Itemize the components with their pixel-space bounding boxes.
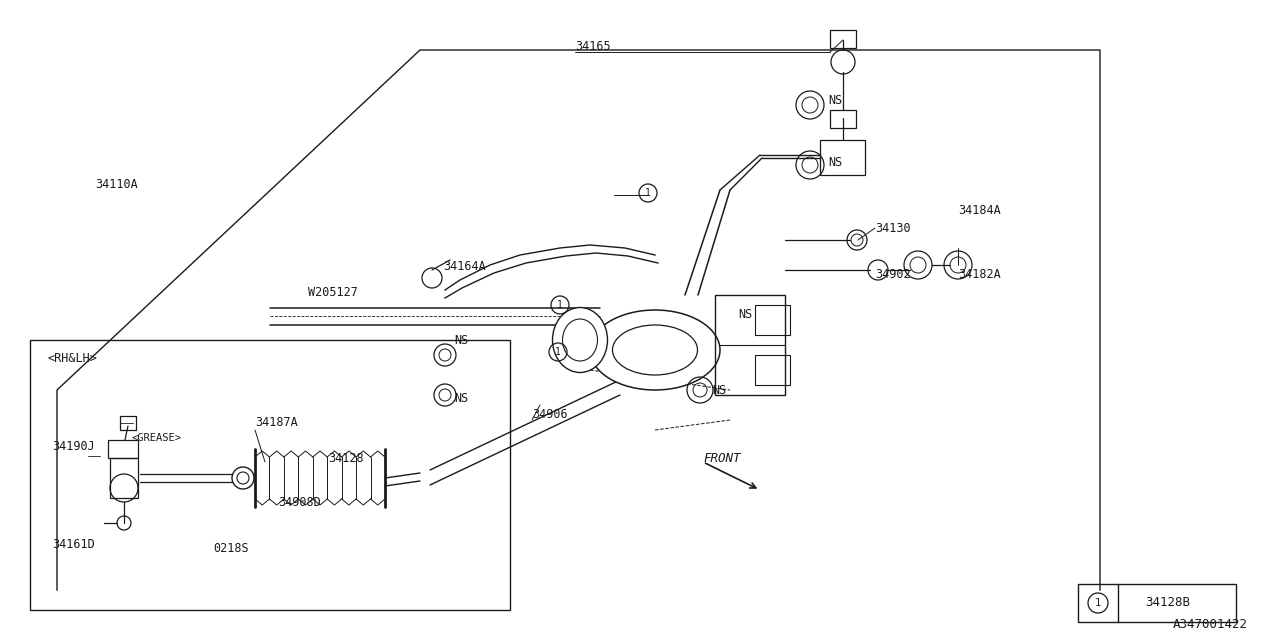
Ellipse shape	[590, 310, 719, 390]
Bar	[829, 30, 856, 48]
Text: 34130: 34130	[876, 221, 910, 234]
Text: 34164A: 34164A	[443, 260, 485, 273]
Bar	[829, 110, 856, 128]
Bar	[820, 140, 865, 175]
Text: NS: NS	[712, 383, 726, 397]
Text: 34161D: 34161D	[52, 538, 95, 552]
Bar	[110, 458, 138, 498]
Text: NS: NS	[739, 308, 753, 321]
Text: <RH&LH>: <RH&LH>	[49, 351, 97, 365]
Bar	[120, 416, 136, 430]
Bar	[29, 340, 509, 610]
Text: 34187A: 34187A	[255, 415, 298, 429]
Bar	[108, 440, 138, 458]
Text: NS: NS	[828, 93, 842, 106]
Text: <GREASE>: <GREASE>	[132, 433, 182, 443]
Text: 1: 1	[645, 188, 652, 198]
Text: 34128: 34128	[328, 451, 364, 465]
Text: 34906: 34906	[532, 408, 567, 422]
Text: 34165: 34165	[575, 40, 611, 54]
Text: 1: 1	[557, 300, 563, 310]
Bar	[755, 355, 790, 385]
Text: 34908D: 34908D	[278, 495, 321, 509]
Ellipse shape	[553, 307, 608, 372]
Text: 34182A: 34182A	[957, 269, 1001, 282]
Text: A347001422: A347001422	[1172, 618, 1248, 632]
Bar	[716, 295, 785, 395]
Text: NS: NS	[454, 333, 468, 346]
Bar	[755, 305, 790, 335]
Text: 34110A: 34110A	[95, 179, 138, 191]
Text: 1: 1	[1094, 598, 1101, 608]
Text: W205127: W205127	[308, 287, 358, 300]
Text: 34128B: 34128B	[1146, 596, 1190, 609]
Text: NS: NS	[454, 392, 468, 404]
Text: 0218S: 0218S	[212, 541, 248, 554]
Ellipse shape	[562, 319, 598, 361]
Text: 34190J: 34190J	[52, 440, 95, 454]
Text: 1: 1	[556, 347, 561, 357]
Text: NS: NS	[828, 156, 842, 168]
Text: 34902: 34902	[876, 269, 910, 282]
Text: 34184A: 34184A	[957, 204, 1001, 216]
Ellipse shape	[613, 325, 698, 375]
Bar	[1078, 584, 1236, 622]
Text: FRONT: FRONT	[703, 451, 741, 465]
